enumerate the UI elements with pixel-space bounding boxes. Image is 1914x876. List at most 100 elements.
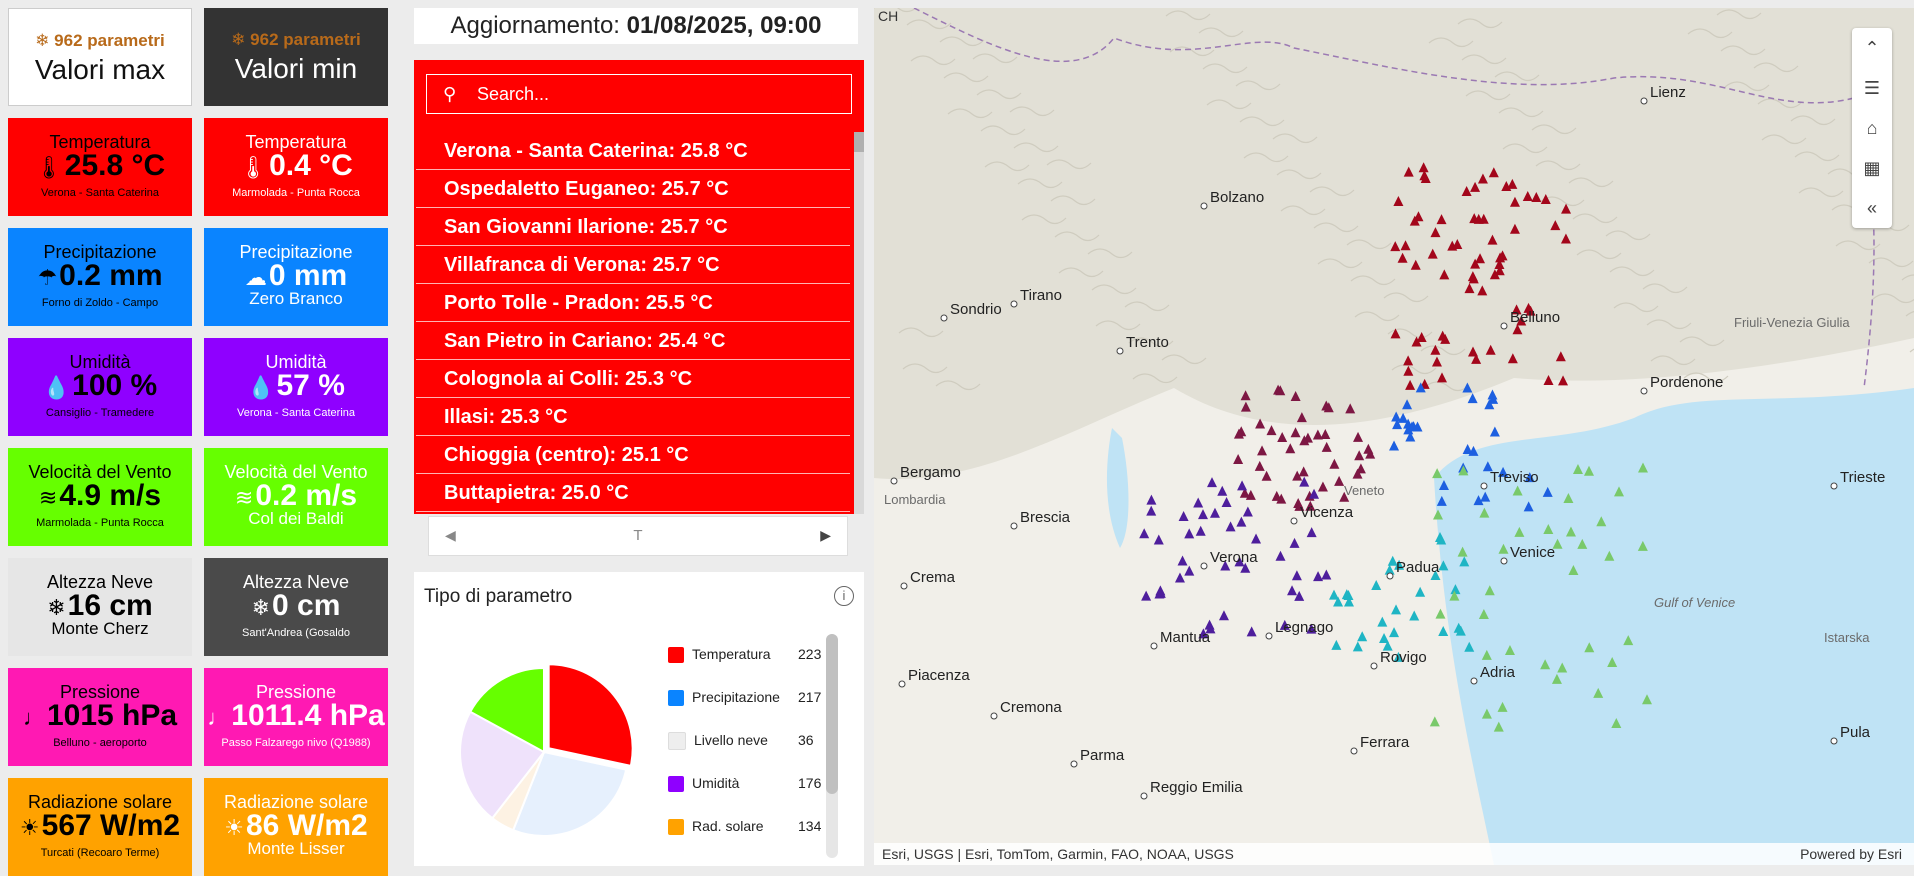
- station-marker[interactable]: [1305, 500, 1316, 511]
- value-card[interactable]: Temperatura 🌡25.8 °C Verona - Santa Cateri…: [8, 118, 192, 216]
- pie-slice-umidit-[interactable]: [459, 710, 546, 820]
- station-marker[interactable]: [1487, 234, 1498, 245]
- station-marker[interactable]: [1357, 631, 1368, 642]
- list-item[interactable]: Verona - Santa Caterina: 25.8 °C: [416, 132, 850, 170]
- value-card[interactable]: Radiazione solare ☀567 W/m2 Turcati (Recoa…: [8, 778, 192, 876]
- station-marker[interactable]: [1522, 191, 1533, 202]
- station-marker[interactable]: [1405, 431, 1416, 442]
- station-marker[interactable]: [1479, 507, 1490, 518]
- station-marker[interactable]: [1437, 330, 1448, 341]
- qr-icon[interactable]: ▦: [1863, 158, 1881, 178]
- list-item[interactable]: San Giovanni Ilarione: 25.7 °C: [416, 208, 850, 246]
- station-marker[interactable]: [1255, 418, 1266, 429]
- station-marker[interactable]: [1411, 336, 1422, 347]
- station-marker[interactable]: [1481, 708, 1492, 719]
- station-marker[interactable]: [1207, 477, 1218, 488]
- station-marker[interactable]: [1561, 203, 1572, 214]
- station-marker[interactable]: [1409, 610, 1420, 621]
- station-marker[interactable]: [1565, 526, 1576, 537]
- station-marker[interactable]: [1489, 269, 1500, 280]
- legend-scrollbar[interactable]: [826, 634, 838, 858]
- list-item[interactable]: Ospedaletto Euganeo: 25.7 °C: [416, 170, 850, 208]
- station-marker[interactable]: [1516, 315, 1527, 326]
- station-marker[interactable]: [1237, 480, 1248, 491]
- value-card[interactable]: Velocità del Vento ≋0.2 m/s Col dei Baldi: [204, 448, 388, 546]
- station-marker[interactable]: [1240, 401, 1251, 412]
- station-marker[interactable]: [1177, 555, 1188, 566]
- station-marker[interactable]: [1604, 550, 1615, 561]
- station-marker[interactable]: [1552, 538, 1563, 549]
- station-marker[interactable]: [1392, 419, 1403, 430]
- pie-slice-precipitazione[interactable]: [511, 750, 628, 837]
- station-marker[interactable]: [1245, 489, 1256, 500]
- station-marker[interactable]: [1464, 641, 1475, 652]
- station-marker[interactable]: [1470, 181, 1481, 192]
- station-marker[interactable]: [1251, 533, 1262, 544]
- value-card[interactable]: Pressione ♩1015 hPa Belluno - aeroporto: [8, 668, 192, 766]
- station-marker[interactable]: [1583, 465, 1594, 476]
- prev-arrow-icon[interactable]: ◀: [445, 527, 456, 543]
- station-marker[interactable]: [1220, 560, 1231, 571]
- station-marker[interactable]: [1155, 585, 1166, 596]
- station-marker[interactable]: [1511, 304, 1522, 315]
- station-marker[interactable]: [1551, 673, 1562, 684]
- station-marker[interactable]: [1352, 468, 1363, 479]
- value-card[interactable]: Precipitazione ☂0.2 mm Forno di Zoldo - Ca…: [8, 228, 192, 326]
- station-marker[interactable]: [1290, 391, 1301, 402]
- station-marker[interactable]: [1146, 505, 1157, 516]
- station-marker[interactable]: [1488, 167, 1499, 178]
- station-marker[interactable]: [1430, 344, 1441, 355]
- station-marker[interactable]: [1560, 233, 1571, 244]
- legend-item[interactable]: Precipitazione 217: [668, 689, 821, 707]
- station-marker[interactable]: [1400, 240, 1411, 251]
- station-marker[interactable]: [1462, 382, 1473, 393]
- station-marker[interactable]: [1415, 586, 1426, 597]
- station-marker[interactable]: [1430, 569, 1441, 580]
- value-card[interactable]: Umidità 💧100 % Cansiglio - Tramedere: [8, 338, 192, 436]
- station-marker[interactable]: [1498, 466, 1509, 477]
- list-scrollbar[interactable]: [854, 132, 864, 514]
- station-marker[interactable]: [1447, 240, 1458, 251]
- station-marker[interactable]: [1493, 721, 1504, 732]
- station-marker[interactable]: [1221, 497, 1232, 508]
- station-marker[interactable]: [1557, 662, 1568, 673]
- station-marker[interactable]: [1257, 445, 1268, 456]
- station-marker[interactable]: [1217, 485, 1228, 496]
- station-marker[interactable]: [1195, 525, 1206, 536]
- station-marker[interactable]: [1279, 619, 1290, 630]
- station-marker[interactable]: [1623, 635, 1634, 646]
- station-marker[interactable]: [1377, 616, 1388, 627]
- station-marker[interactable]: [1239, 487, 1250, 498]
- station-marker[interactable]: [1323, 402, 1334, 413]
- station-marker[interactable]: [1353, 431, 1364, 442]
- station-marker[interactable]: [1464, 283, 1475, 294]
- station-marker[interactable]: [1294, 590, 1305, 601]
- pie-slice-rad-solare[interactable]: [468, 666, 545, 754]
- station-marker[interactable]: [1563, 492, 1574, 503]
- station-marker[interactable]: [1291, 570, 1302, 581]
- station-marker[interactable]: [1455, 625, 1466, 636]
- value-card[interactable]: Altezza Neve ❄16 cm Monte Cherz: [8, 558, 192, 656]
- station-marker[interactable]: [1285, 443, 1296, 454]
- station-marker[interactable]: [1458, 465, 1469, 476]
- station-marker[interactable]: [1432, 468, 1443, 479]
- station-marker[interactable]: [1292, 470, 1303, 481]
- list-item[interactable]: Illasi: 25.3 °C: [416, 398, 850, 436]
- station-marker[interactable]: [1236, 516, 1247, 527]
- station-marker[interactable]: [1261, 470, 1272, 481]
- station-marker[interactable]: [1398, 412, 1409, 423]
- station-marker[interactable]: [1498, 543, 1509, 554]
- station-marker[interactable]: [1540, 659, 1551, 670]
- station-marker[interactable]: [1437, 372, 1448, 383]
- station-marker[interactable]: [1501, 180, 1512, 191]
- station-marker[interactable]: [1470, 258, 1481, 269]
- station-marker[interactable]: [1402, 399, 1413, 410]
- station-marker[interactable]: [1184, 528, 1195, 539]
- list-item[interactable]: Buttapietra: 25.0 °C: [416, 474, 850, 512]
- station-marker[interactable]: [1403, 355, 1414, 366]
- station-marker[interactable]: [1204, 619, 1215, 630]
- station-marker[interactable]: [1450, 584, 1461, 595]
- info-icon[interactable]: i: [834, 586, 854, 606]
- station-marker[interactable]: [1430, 227, 1441, 238]
- station-marker[interactable]: [1531, 192, 1542, 203]
